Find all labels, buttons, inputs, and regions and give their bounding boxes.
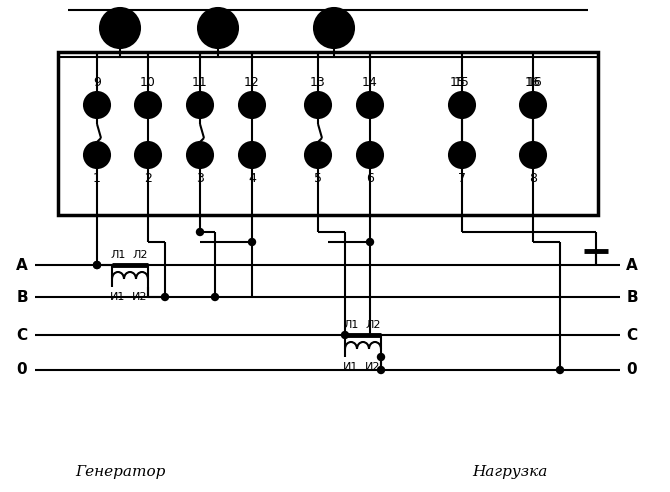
Text: Л1: Л1 (111, 250, 126, 260)
Circle shape (520, 92, 546, 118)
Text: 0: 0 (17, 363, 27, 377)
Text: B: B (626, 289, 638, 305)
Text: 5: 5 (314, 172, 322, 184)
Circle shape (212, 294, 218, 301)
Text: Л2: Л2 (365, 320, 381, 330)
Circle shape (187, 142, 213, 168)
Text: 15: 15 (450, 76, 466, 90)
Circle shape (557, 367, 563, 373)
Circle shape (366, 239, 373, 246)
Circle shape (357, 142, 383, 168)
Text: 8: 8 (529, 172, 537, 184)
Text: A: A (626, 257, 638, 273)
Text: И1: И1 (343, 362, 358, 372)
Text: И2: И2 (365, 362, 381, 372)
Circle shape (342, 332, 348, 338)
Circle shape (520, 142, 546, 168)
Circle shape (94, 262, 100, 269)
Circle shape (100, 8, 140, 48)
Circle shape (305, 92, 331, 118)
Circle shape (454, 147, 470, 163)
Circle shape (135, 142, 161, 168)
Text: И1: И1 (111, 292, 126, 302)
Text: 9: 9 (93, 76, 101, 90)
Text: 13: 13 (310, 76, 326, 90)
Text: 10: 10 (140, 76, 156, 90)
Circle shape (449, 92, 475, 118)
Circle shape (239, 142, 265, 168)
Text: B: B (16, 289, 28, 305)
Text: Генератор: Генератор (75, 465, 165, 479)
Circle shape (377, 353, 385, 361)
Circle shape (239, 92, 265, 118)
Circle shape (84, 92, 110, 118)
Circle shape (187, 92, 213, 118)
Circle shape (196, 228, 204, 236)
Text: Л1: Л1 (343, 320, 358, 330)
Text: 11: 11 (192, 76, 208, 90)
Text: A: A (16, 257, 28, 273)
Circle shape (357, 92, 383, 118)
Circle shape (135, 92, 161, 118)
Circle shape (305, 142, 331, 168)
Bar (58, 52, 598, 215)
Circle shape (525, 97, 541, 113)
Text: 16: 16 (525, 76, 541, 90)
Text: И2: И2 (132, 292, 148, 302)
Text: 2: 2 (144, 172, 152, 184)
Text: C: C (17, 328, 27, 342)
Text: 7: 7 (458, 172, 466, 184)
Text: C: C (626, 328, 638, 342)
Text: 4: 4 (248, 172, 256, 184)
Circle shape (84, 142, 110, 168)
Circle shape (449, 142, 475, 168)
Text: 12: 12 (244, 76, 260, 90)
Circle shape (94, 262, 100, 269)
Circle shape (161, 294, 168, 301)
Text: 1: 1 (93, 172, 101, 184)
Circle shape (198, 8, 238, 48)
Text: 0: 0 (626, 363, 637, 377)
Text: Л2: Л2 (132, 250, 148, 260)
Text: 3: 3 (196, 172, 204, 184)
Circle shape (525, 147, 541, 163)
Text: 14: 14 (362, 76, 378, 90)
Text: 6: 6 (366, 172, 374, 184)
Circle shape (249, 239, 255, 246)
Circle shape (377, 367, 385, 373)
Text: 15: 15 (454, 76, 470, 90)
Circle shape (314, 8, 354, 48)
Text: Нагрузка: Нагрузка (472, 465, 547, 479)
Text: 16: 16 (527, 76, 543, 90)
Circle shape (454, 97, 470, 113)
